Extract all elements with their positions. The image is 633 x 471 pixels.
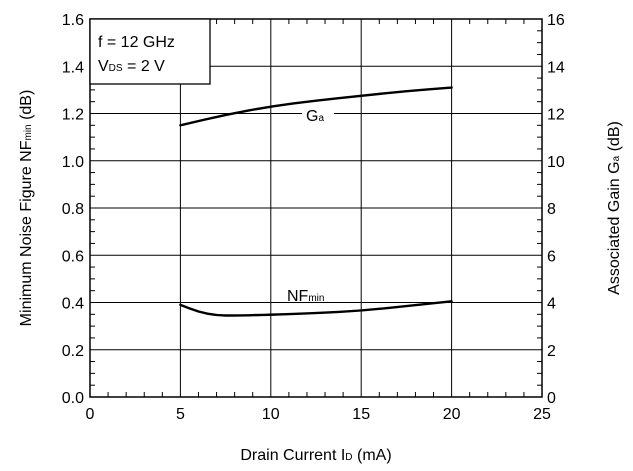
right-tick-label: 8 — [547, 201, 556, 218]
left-tick-label: 0.4 — [62, 296, 84, 313]
nfmin-series-main: NF — [287, 288, 309, 305]
ga-curve — [179, 86, 453, 127]
left-tick-label: 0.6 — [62, 248, 84, 265]
left-tick-label: 0.2 — [62, 343, 84, 360]
plot-frame — [89, 18, 543, 398]
vds-prefix: V — [98, 58, 109, 75]
ga-series-main: G — [306, 108, 318, 125]
nfmin-curve — [179, 300, 453, 317]
series-lines — [179, 86, 453, 317]
left-axis-title-text: Minimum Noise Figure — [18, 166, 35, 326]
left-tick-label: 1.0 — [62, 154, 84, 171]
frequency-text: f = 12 GHz — [98, 34, 175, 51]
nfmin-series-sub: min — [308, 293, 324, 304]
x-tick-labels: 0 5 10 15 20 25 — [86, 406, 551, 423]
left-axis-symbol-sub: min — [23, 124, 34, 140]
x-axis-symbol: I — [341, 447, 345, 464]
x-tick-label: 5 — [176, 406, 185, 423]
right-tick-label: 2 — [547, 343, 556, 360]
ga-series-sub: a — [318, 113, 324, 124]
right-tick-label: 16 — [547, 12, 565, 29]
right-tick-label: 10 — [547, 154, 565, 171]
vds-sub: DS — [109, 63, 123, 74]
x-tick-label: 25 — [533, 406, 551, 423]
frequency-label: f = 12 GHz — [98, 34, 175, 51]
left-axis-symbol: NF — [18, 140, 35, 162]
right-axis-symbol: G — [606, 161, 623, 173]
left-tick-label: 0.0 — [62, 390, 84, 407]
right-tick-label: 4 — [547, 296, 556, 313]
right-axis-title: Associated Gain Ga (dB) — [606, 121, 623, 295]
left-axis-title: Minimum Noise Figure NFmin (dB) — [18, 90, 35, 327]
x-tick-label: 10 — [262, 406, 280, 423]
x-axis-symbol-sub: D — [345, 452, 352, 463]
x-tick-label: 20 — [443, 406, 461, 423]
ga-label-background — [302, 104, 334, 126]
left-tick-label: 1.4 — [62, 59, 84, 76]
x-axis-title: Drain Current ID (mA) — [240, 447, 391, 464]
left-tick-label: 1.6 — [62, 12, 84, 29]
left-tick-labels: 0.0 0.2 0.4 0.6 0.8 1.0 1.2 1.4 1.6 — [62, 12, 84, 407]
nfmin-series-label: NFmin — [287, 288, 324, 305]
conditions-box-frame — [89, 18, 211, 85]
x-axis-unit: (mA) — [357, 447, 392, 464]
right-axis-symbol-sub: a — [611, 155, 622, 161]
ga-series-label: Ga — [306, 108, 324, 125]
right-tick-label: 12 — [547, 107, 565, 124]
x-axis-title-text: Drain Current — [240, 447, 337, 464]
left-tick-label: 1.2 — [62, 107, 84, 124]
left-axis-unit: (dB) — [18, 90, 35, 120]
conditions-box: f = 12 GHz VDS = 2 V — [89, 18, 211, 85]
right-axis-title-text: Associated Gain — [606, 178, 623, 295]
right-axis-unit: (dB) — [606, 121, 623, 151]
right-tick-labels: 0 2 4 6 8 10 12 14 16 — [547, 12, 565, 407]
left-tick-label: 0.8 — [62, 201, 84, 218]
vds-label: VDS = 2 V — [98, 58, 165, 75]
right-tick-label: 0 — [547, 390, 556, 407]
x-tick-label: 0 — [86, 406, 95, 423]
x-tick-label: 15 — [352, 406, 370, 423]
vds-suffix: = 2 V — [123, 58, 166, 75]
right-tick-label: 6 — [547, 248, 556, 265]
right-tick-label: 14 — [547, 59, 565, 76]
